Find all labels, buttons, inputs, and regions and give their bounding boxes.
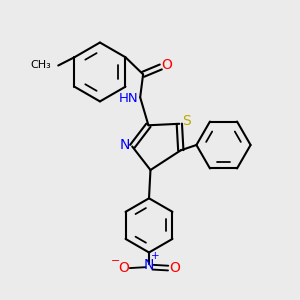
Text: +: + <box>151 251 159 261</box>
Text: O: O <box>161 58 172 73</box>
Text: CH₃: CH₃ <box>30 60 51 70</box>
Text: O: O <box>169 261 180 275</box>
Text: N: N <box>144 258 154 272</box>
Text: −: − <box>111 256 120 266</box>
Text: N: N <box>120 138 130 152</box>
Text: O: O <box>118 261 129 275</box>
Text: S: S <box>182 114 191 128</box>
Text: HN: HN <box>119 92 139 105</box>
